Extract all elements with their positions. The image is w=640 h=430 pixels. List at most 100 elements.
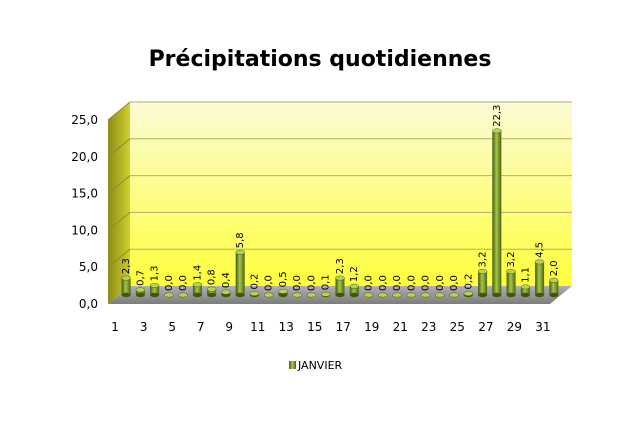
bar-top (449, 292, 459, 298)
bars: 2,30,7 1,30,0 0,01,4 0,8 0,45,80,2 0,0 0,5 0,0 0… (121, 105, 560, 298)
bar (320, 291, 331, 298)
gridline-side (107, 138, 131, 158)
data-label: 1,2 (349, 266, 360, 282)
x-axis: 1 3 5 7 9 11 13 15 17 19 21 23 25 27 29 31 (111, 320, 550, 334)
bar-top (149, 282, 160, 288)
data-label: 3,2 (506, 252, 517, 268)
bar (149, 282, 160, 298)
bar (164, 292, 174, 298)
bar-top (420, 292, 431, 298)
bar-top (335, 275, 345, 281)
bar-top (249, 291, 260, 296)
bar (520, 284, 531, 298)
x-tick-label: 1 (111, 320, 119, 334)
bar-body (150, 285, 160, 295)
chart-title: Précipitations quotidiennes (149, 47, 492, 72)
bar-top (363, 292, 374, 298)
gridline-side (107, 248, 131, 268)
data-label: 0,1 (321, 274, 332, 290)
x-tick-label: 27 (478, 320, 493, 334)
data-label: 0,0 (264, 275, 275, 291)
x-tick-label: 15 (307, 320, 322, 334)
data-label: 5,8 (235, 232, 246, 248)
bar (121, 275, 131, 298)
bar (492, 128, 502, 298)
bar (534, 259, 545, 298)
data-label: 0,0 (406, 275, 417, 291)
bar-base (278, 292, 288, 298)
bar (135, 287, 146, 298)
bar-body (506, 271, 516, 295)
data-label: 0,0 (164, 275, 175, 291)
bar-body (121, 278, 131, 295)
data-label: 0,0 (435, 275, 446, 291)
x-tick-label: 31 (535, 320, 550, 334)
bar-base (506, 292, 516, 298)
gridline-side (107, 175, 131, 194)
x-tick-label: 5 (168, 320, 176, 334)
bar (306, 292, 317, 298)
data-label: 2,3 (121, 258, 132, 274)
bar (292, 292, 302, 298)
y-tick-label: 10,0 (71, 223, 98, 237)
bar (221, 289, 231, 298)
bar-body (335, 278, 345, 295)
x-tick-label: 29 (507, 320, 522, 334)
bar (263, 292, 274, 298)
legend: JANVIER (289, 359, 343, 372)
bar (378, 292, 388, 298)
bar-top (520, 284, 531, 290)
bar (449, 292, 459, 298)
data-label: 22,3 (492, 105, 503, 127)
y-tick-label: 15,0 (71, 187, 98, 201)
bar (406, 292, 417, 298)
data-label: 0,0 (178, 275, 189, 291)
gridline-side (107, 101, 131, 121)
bar (206, 286, 217, 298)
bar-top (320, 291, 331, 297)
bar-base (121, 292, 131, 298)
data-label: 0,2 (463, 274, 474, 290)
bar-base (520, 292, 530, 298)
bar-body (520, 286, 530, 295)
bar (249, 291, 260, 298)
bar-top (435, 292, 445, 298)
bar-top (164, 292, 174, 298)
data-label: 0,0 (378, 275, 389, 291)
bar (192, 282, 203, 298)
x-tick-label: 17 (336, 320, 351, 334)
legend-label: JANVIER (297, 359, 343, 372)
bar-base (549, 292, 559, 298)
bar-body (349, 286, 359, 295)
bar-top (306, 292, 317, 298)
bar-top (292, 292, 302, 298)
plot-area (107, 101, 572, 304)
data-label: 0,0 (306, 275, 317, 291)
bar (278, 288, 288, 298)
x-tick-label: 19 (364, 320, 379, 334)
bar-body (492, 130, 502, 295)
x-tick-label: 7 (197, 320, 205, 334)
data-label: 0,4 (221, 272, 232, 288)
bar-top (392, 292, 402, 298)
bar-base (335, 292, 345, 298)
bar (178, 292, 188, 298)
bar (435, 292, 445, 298)
data-label: 2,0 (549, 260, 560, 276)
data-label: 0,0 (292, 275, 303, 291)
bar-base (235, 292, 245, 298)
x-tick-label: 25 (450, 320, 465, 334)
bar (506, 268, 516, 298)
bar-base (207, 292, 217, 298)
bar-top (549, 277, 559, 283)
data-label: 0,2 (249, 274, 260, 290)
bar-top (135, 287, 146, 293)
bar-base (192, 292, 202, 298)
bar (235, 249, 245, 298)
bar-top (477, 268, 488, 274)
data-label: 0,7 (135, 270, 146, 286)
bar (349, 283, 360, 298)
bar (363, 292, 374, 298)
data-label: 0,0 (449, 275, 460, 291)
